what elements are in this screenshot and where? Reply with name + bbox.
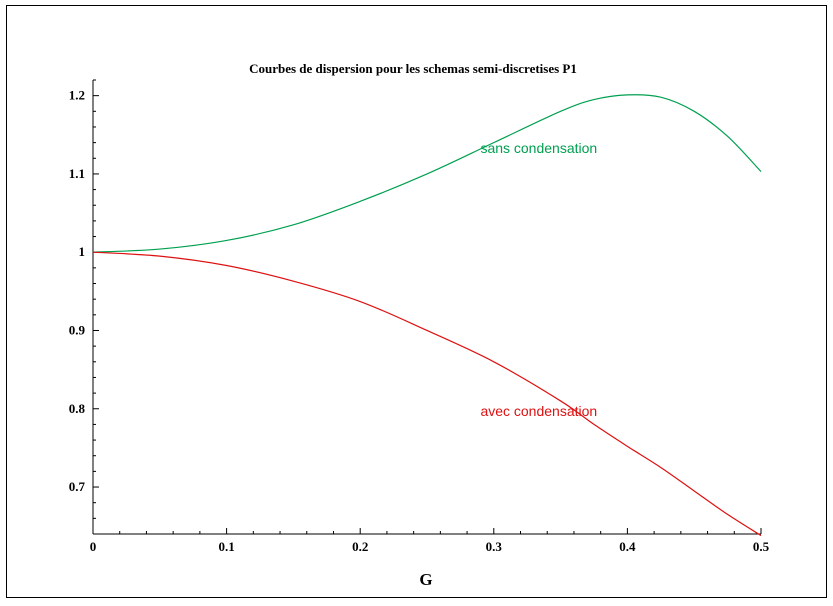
x-tick-label: 0.4 (619, 539, 636, 554)
chart-title: Courbes de dispersion pour les schemas s… (249, 61, 577, 76)
chart-frame (6, 5, 827, 598)
y-tick-label: 0.9 (69, 322, 86, 337)
x-tick-label: 0.1 (218, 539, 234, 554)
plot-area: sans condensation avec condensation (92, 94, 762, 537)
y-tick-label: 1 (79, 244, 86, 259)
y-tick-label: 0.8 (69, 401, 86, 416)
x-axis-label: G (419, 570, 432, 589)
x-tick-label: 0.2 (352, 539, 368, 554)
series-annotation: sans condensation (480, 140, 597, 156)
series-annotation: avec condensation (480, 403, 597, 419)
x-tick-label: 0.3 (486, 539, 503, 554)
y-tick-label: 0.7 (69, 479, 86, 494)
x-tick-label: 0 (90, 539, 97, 554)
axes: 0 0.1 0.2 0.3 0.4 0.5 0.7 0.8 0.9 1 1.1 1.2 (69, 79, 770, 554)
series-line-avec-condensation (92, 251, 762, 537)
x-tick-label: 0.5 (753, 539, 770, 554)
series-line-sans-condensation (92, 94, 762, 253)
y-tick-label: 1.2 (69, 88, 85, 103)
y-tick-label: 1.1 (69, 166, 85, 181)
